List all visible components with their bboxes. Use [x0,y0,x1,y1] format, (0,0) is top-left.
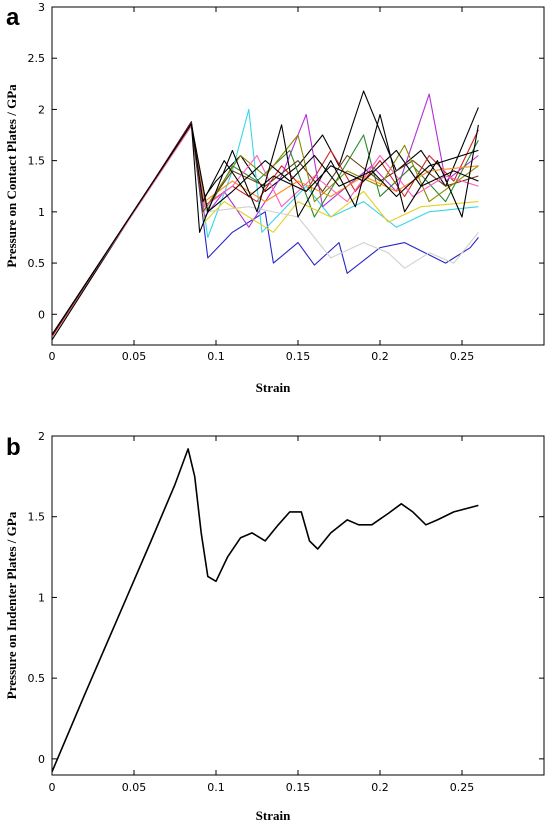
plot-frame [51,435,545,776]
x-axis-title: Strain [256,380,291,395]
y-tick-label: 3 [38,1,45,14]
x-tick-label: 0 [49,781,56,794]
y-axis-title: Pressure on Contact Plates / GPa [4,84,19,268]
series-line-10 [52,125,479,336]
series-line-3 [52,108,479,336]
y-tick-label: 2 [38,430,45,443]
x-tick-label: 0.2 [371,350,389,363]
series-line-7 [52,125,479,336]
x-tick-label: 0.2 [371,781,389,794]
y-tick-label: 1 [38,591,45,604]
x-axis-title: Strain [256,808,291,823]
panel-b: 0 0.05 0.1 0.15 0.2 0.25 0 0.5 1 1.5 2 Strain Pressu… [4,430,545,823]
panel-letter: a [6,4,20,31]
x-tick-label: 0.15 [286,781,311,794]
x-tick-label: 0.25 [450,781,475,794]
y-tick-label: 1 [38,206,45,219]
series-line-13 [52,123,479,336]
x-tick-label: 0.1 [207,781,225,794]
y-tick-label: 1.5 [28,155,46,168]
x-tick-label: 0 [49,350,56,363]
y-tick-label: 2.5 [28,52,46,65]
y-tick-label: 1.5 [28,511,46,524]
panel-a: 0 0.05 0.1 0.15 0.2 0.25 0 0.5 1 1.5 2 2.5 3 Strain Pr… [4,1,545,395]
series-line-8 [52,125,479,336]
y-tick-label: 2 [38,103,45,116]
series-line-0 [52,448,479,773]
series-line-12 [52,113,479,336]
series-group [52,90,479,341]
series-line-0 [52,90,479,341]
x-tick-label: 0.05 [122,781,147,794]
y-tick-label: 0.5 [28,672,46,685]
series-line-9 [52,125,479,336]
y-tick-label: 0.5 [28,257,46,270]
series-line-14 [52,123,479,336]
x-tick-label: 0.25 [450,350,475,363]
y-tick-label: 0 [38,308,45,321]
series-group [52,448,479,773]
plot-frame [51,6,545,346]
x-tick-label: 0.05 [122,350,147,363]
panel-letter: b [6,434,21,461]
series-line-2 [52,123,479,336]
y-tick-label: 0 [38,753,45,766]
x-tick-label: 0.15 [286,350,311,363]
series-line-11 [52,125,479,336]
x-tick-label: 0.1 [207,350,225,363]
y-axis-title: Pressure on Indenter Plates / GPa [4,511,19,699]
series-line-1 [52,122,479,338]
